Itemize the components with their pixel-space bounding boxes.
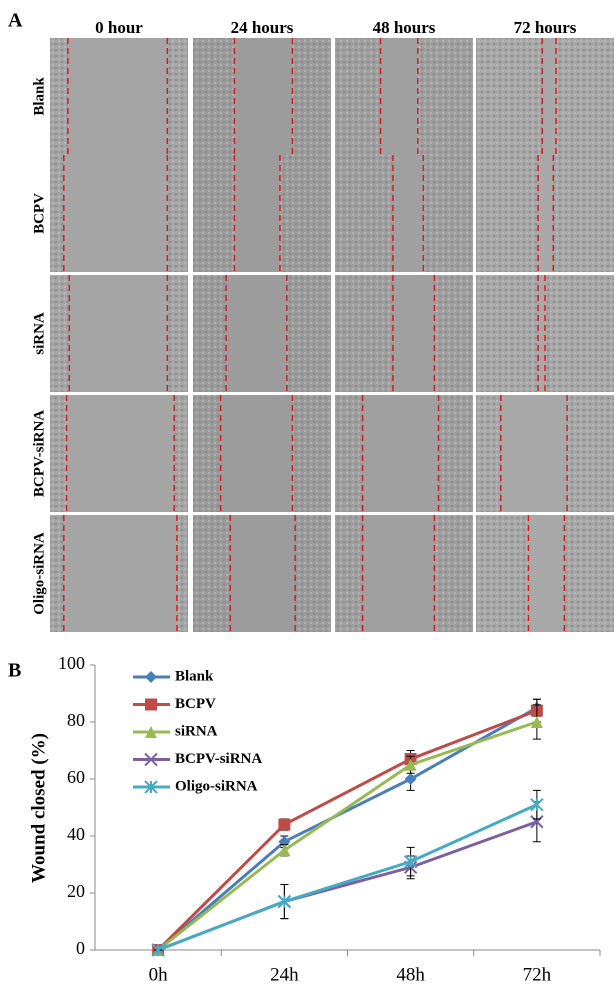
- x-tick-label: 48h: [396, 964, 425, 985]
- marker: [530, 797, 544, 812]
- cell-layer: [50, 38, 68, 155]
- x-tick-label: 24h: [270, 964, 299, 985]
- y-axis-label: Wound closed (%): [28, 733, 49, 883]
- legend-label: Oligo-siRNA: [175, 778, 258, 794]
- row-label: Blank: [31, 77, 47, 116]
- cell-layer: [423, 155, 473, 272]
- legend-label: Blank: [175, 668, 214, 684]
- cell-layer: [176, 515, 188, 632]
- cell-layer: [335, 515, 363, 632]
- marker: [278, 818, 291, 831]
- micrograph: [50, 155, 188, 272]
- column-header: 24 hours: [231, 18, 294, 37]
- cell-layer: [193, 38, 235, 155]
- cell-layer: [545, 275, 614, 392]
- cell-layer: [50, 395, 67, 512]
- micrograph: [50, 515, 188, 632]
- cell-layer: [476, 155, 539, 272]
- x-tick-label: 72h: [523, 964, 552, 985]
- cell-layer: [335, 38, 381, 155]
- cell-layer: [567, 395, 614, 512]
- y-tick-label: 60: [67, 767, 85, 787]
- micrograph: [50, 38, 188, 155]
- marker: [144, 752, 158, 767]
- marker: [403, 854, 418, 869]
- cell-layer: [279, 155, 331, 272]
- legend-label: BCPV: [175, 696, 216, 712]
- row-label: siRNA: [31, 312, 47, 355]
- marker: [530, 815, 544, 829]
- cell-layer: [167, 275, 188, 392]
- cell-layer: [553, 155, 614, 272]
- cell-layer: [50, 515, 64, 632]
- cell-layer: [292, 395, 331, 512]
- row-label: BCPV-siRNA: [31, 410, 47, 497]
- cell-layer: [476, 515, 529, 632]
- cell-layer: [193, 395, 221, 512]
- row-label: Oligo-siRNA: [31, 532, 47, 615]
- cell-layer: [335, 275, 393, 392]
- cell-layer: [434, 275, 473, 392]
- marker: [145, 671, 157, 683]
- cell-layer: [335, 395, 363, 512]
- cell-layer: [193, 515, 231, 632]
- marker: [530, 716, 543, 728]
- cell-layer: [193, 275, 227, 392]
- marker: [144, 780, 158, 794]
- cell-layer: [417, 38, 473, 155]
- cell-layer: [50, 275, 70, 392]
- cell-layer: [174, 395, 188, 512]
- marker: [278, 844, 291, 857]
- cell-layer: [556, 38, 614, 155]
- marker: [151, 943, 165, 957]
- marker: [277, 894, 292, 909]
- micrograph: [50, 395, 188, 512]
- column-header: 72 hours: [514, 18, 577, 37]
- column-header: 48 hours: [373, 18, 436, 37]
- cell-layer: [434, 515, 473, 632]
- cell-layer: [564, 515, 614, 632]
- cell-layer: [295, 515, 331, 632]
- cell-layer: [286, 275, 331, 392]
- cell-layer: [167, 155, 188, 272]
- cell-layer: [438, 395, 473, 512]
- marker: [404, 773, 417, 785]
- cell-layer: [292, 38, 331, 155]
- series-line: [157, 720, 538, 952]
- y-tick-label: 20: [67, 881, 85, 901]
- series-line: [157, 820, 538, 952]
- series-line: [157, 709, 538, 952]
- panel-label: B: [8, 660, 21, 682]
- cell-layer: [50, 155, 64, 272]
- y-tick-label: 0: [76, 938, 85, 958]
- marker: [145, 698, 157, 711]
- y-tick-label: 100: [58, 653, 85, 673]
- y-tick-label: 40: [67, 824, 85, 844]
- cell-layer: [335, 155, 393, 272]
- cell-layer: [476, 275, 539, 392]
- series-line: [157, 803, 538, 952]
- cell-layer: [476, 38, 543, 155]
- legend-label: BCPV-siRNA: [175, 751, 262, 767]
- column-header: 0 hour: [95, 18, 143, 37]
- micrograph: [50, 275, 188, 392]
- marker: [404, 758, 417, 771]
- legend-label: siRNA: [175, 723, 218, 739]
- x-tick-label: 0h: [149, 964, 169, 985]
- cell-layer: [167, 38, 188, 155]
- cell-layer: [476, 395, 501, 512]
- cell-layer: [193, 155, 235, 272]
- marker: [145, 726, 157, 738]
- row-label: BCPV: [31, 193, 47, 234]
- y-tick-label: 80: [67, 710, 85, 730]
- panel-label: A: [8, 10, 23, 32]
